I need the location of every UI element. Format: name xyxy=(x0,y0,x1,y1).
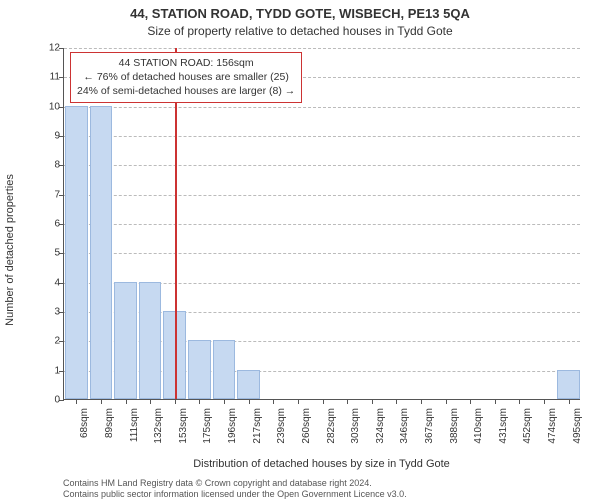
histogram-bar xyxy=(65,106,88,399)
y-tick-label: 3 xyxy=(30,307,60,318)
x-tick xyxy=(76,399,77,404)
x-tick xyxy=(396,399,397,404)
x-tick-label: 367sqm xyxy=(424,408,435,453)
histogram-bar xyxy=(114,282,137,399)
x-tick-label: 68sqm xyxy=(79,408,90,453)
annotation-line-1: 44 STATION ROAD: 156sqm xyxy=(77,56,295,70)
histogram-bar xyxy=(90,106,113,399)
x-tick-label: 239sqm xyxy=(276,408,287,453)
annotation-line-3: 24% of semi-detached houses are larger (… xyxy=(77,84,295,98)
gridline xyxy=(64,253,580,254)
y-tick-label: 1 xyxy=(30,365,60,376)
x-tick xyxy=(495,399,496,404)
x-tick xyxy=(544,399,545,404)
y-tick-label: 12 xyxy=(30,43,60,54)
y-tick-label: 8 xyxy=(30,160,60,171)
x-tick xyxy=(470,399,471,404)
page-subtitle: Size of property relative to detached ho… xyxy=(0,24,600,38)
x-tick-label: 452sqm xyxy=(522,408,533,453)
x-tick xyxy=(150,399,151,404)
y-tick-label: 6 xyxy=(30,219,60,230)
x-tick-label: 474sqm xyxy=(547,408,558,453)
y-tick-label: 7 xyxy=(30,189,60,200)
x-tick-label: 388sqm xyxy=(449,408,460,453)
x-tick-label: 410sqm xyxy=(473,408,484,453)
x-tick xyxy=(298,399,299,404)
x-tick xyxy=(446,399,447,404)
x-tick xyxy=(199,399,200,404)
x-tick-label: 196sqm xyxy=(227,408,238,453)
histogram-bar xyxy=(213,340,236,399)
x-tick xyxy=(519,399,520,404)
y-tick-label: 11 xyxy=(30,72,60,83)
gridline xyxy=(64,48,580,49)
y-tick-label: 2 xyxy=(30,336,60,347)
x-tick-label: 303sqm xyxy=(350,408,361,453)
x-tick xyxy=(273,399,274,404)
gridline xyxy=(64,107,580,108)
x-tick xyxy=(175,399,176,404)
histogram-bar xyxy=(557,370,580,399)
x-tick xyxy=(101,399,102,404)
x-tick-label: 431sqm xyxy=(498,408,509,453)
y-tick-label: 0 xyxy=(30,395,60,406)
gridline xyxy=(64,224,580,225)
x-tick-label: 132sqm xyxy=(153,408,164,453)
footer-line-2: Contains public sector information licen… xyxy=(63,489,580,500)
gridline xyxy=(64,165,580,166)
footer-attribution: Contains HM Land Registry data © Crown c… xyxy=(63,478,580,500)
x-tick xyxy=(126,399,127,404)
histogram-bar xyxy=(237,370,260,399)
x-tick xyxy=(249,399,250,404)
y-tick-label: 9 xyxy=(30,131,60,142)
x-tick xyxy=(347,399,348,404)
x-tick-label: 111sqm xyxy=(129,408,140,453)
histogram-bar xyxy=(188,340,211,399)
x-tick xyxy=(372,399,373,404)
footer-line-1: Contains HM Land Registry data © Crown c… xyxy=(63,478,580,489)
y-tick-label: 5 xyxy=(30,248,60,259)
x-tick-label: 282sqm xyxy=(326,408,337,453)
x-tick-label: 217sqm xyxy=(252,408,263,453)
y-tick-label: 4 xyxy=(30,277,60,288)
x-tick xyxy=(569,399,570,404)
x-tick-label: 89sqm xyxy=(104,408,115,453)
gridline xyxy=(64,195,580,196)
y-tick-label: 10 xyxy=(30,101,60,112)
x-tick-label: 260sqm xyxy=(301,408,312,453)
x-tick xyxy=(421,399,422,404)
x-tick xyxy=(224,399,225,404)
annotation-line-2: ← 76% of detached houses are smaller (25… xyxy=(77,70,295,84)
x-tick-label: 346sqm xyxy=(399,408,410,453)
x-tick-label: 495sqm xyxy=(572,408,583,453)
annotation-box: 44 STATION ROAD: 156sqm ← 76% of detache… xyxy=(70,52,302,103)
x-tick-label: 324sqm xyxy=(375,408,386,453)
histogram-bar xyxy=(139,282,162,399)
gridline xyxy=(64,136,580,137)
x-axis-label: Distribution of detached houses by size … xyxy=(63,458,580,470)
x-tick-label: 175sqm xyxy=(202,408,213,453)
page-title: 44, STATION ROAD, TYDD GOTE, WISBECH, PE… xyxy=(0,6,600,21)
chart-plot-area: 44 STATION ROAD: 156sqm ← 76% of detache… xyxy=(63,48,580,400)
x-tick xyxy=(323,399,324,404)
x-tick-label: 153sqm xyxy=(178,408,189,453)
y-axis-label: Number of detached properties xyxy=(4,174,16,326)
